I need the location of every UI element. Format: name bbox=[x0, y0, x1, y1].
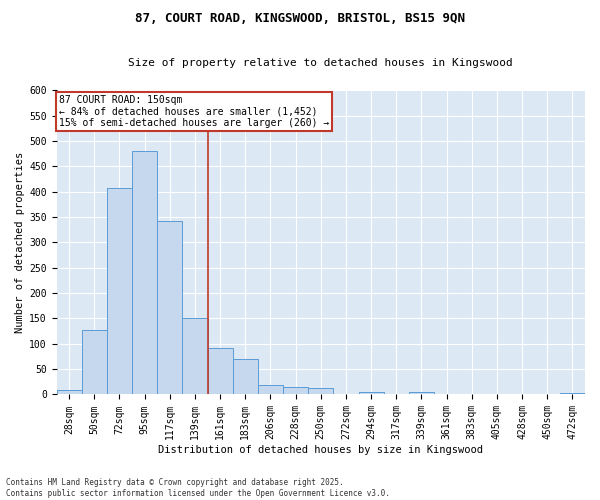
Text: 87 COURT ROAD: 150sqm
← 84% of detached houses are smaller (1,452)
15% of semi-d: 87 COURT ROAD: 150sqm ← 84% of detached … bbox=[59, 95, 329, 128]
Bar bbox=[308, 388, 334, 394]
Y-axis label: Number of detached properties: Number of detached properties bbox=[15, 152, 25, 333]
Bar bbox=[107, 188, 132, 394]
Bar bbox=[283, 387, 308, 394]
Bar bbox=[359, 392, 383, 394]
Text: Contains HM Land Registry data © Crown copyright and database right 2025.
Contai: Contains HM Land Registry data © Crown c… bbox=[6, 478, 390, 498]
Bar bbox=[182, 318, 208, 394]
Bar bbox=[157, 220, 182, 394]
Bar bbox=[132, 152, 157, 394]
Title: Size of property relative to detached houses in Kingswood: Size of property relative to detached ho… bbox=[128, 58, 513, 68]
Bar bbox=[233, 359, 258, 394]
X-axis label: Distribution of detached houses by size in Kingswood: Distribution of detached houses by size … bbox=[158, 445, 483, 455]
Bar bbox=[56, 390, 82, 394]
Text: 87, COURT ROAD, KINGSWOOD, BRISTOL, BS15 9QN: 87, COURT ROAD, KINGSWOOD, BRISTOL, BS15… bbox=[135, 12, 465, 26]
Bar bbox=[208, 348, 233, 395]
Bar bbox=[82, 330, 107, 394]
Bar bbox=[258, 385, 283, 394]
Bar bbox=[409, 392, 434, 394]
